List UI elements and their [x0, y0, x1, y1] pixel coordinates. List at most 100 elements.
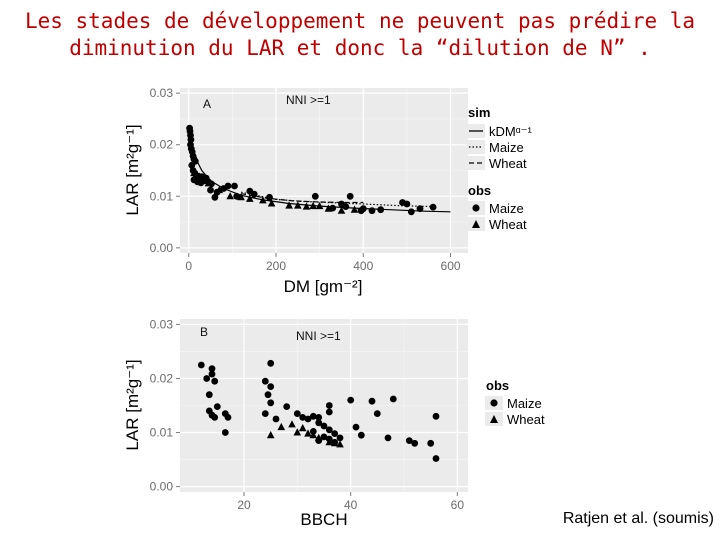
data-point-maize — [188, 161, 196, 169]
data-point-wheat — [246, 194, 254, 202]
legend-sim-label-wheat: Wheat — [489, 156, 527, 171]
data-point-maize — [205, 391, 213, 399]
data-point-maize — [213, 403, 221, 410]
data-point-maize — [320, 422, 328, 430]
y-tick-label: 0.00 — [150, 241, 174, 255]
data-point-maize — [211, 193, 219, 201]
data-point-maize — [389, 395, 397, 403]
data-point-maize — [304, 415, 312, 423]
data-point-maize — [211, 414, 219, 421]
data-point-wheat — [330, 439, 339, 447]
data-point-maize — [266, 193, 273, 201]
data-point-wheat — [315, 201, 324, 210]
data-point-maize — [342, 203, 350, 211]
data-point-maize — [357, 431, 365, 439]
data-point-maize — [261, 410, 269, 417]
data-point-wheat — [259, 196, 267, 204]
data-point-wheat — [309, 431, 318, 439]
panel-label-b: B — [200, 325, 208, 339]
data-point-maize — [373, 410, 381, 417]
data-point-maize — [331, 430, 339, 437]
data-point-maize — [187, 136, 195, 144]
data-point-wheat — [195, 172, 204, 180]
data-point-maize — [208, 370, 216, 378]
curve-dashed — [240, 193, 364, 204]
data-point-wheat — [304, 429, 312, 437]
annotation-a: NNI >=1 — [286, 93, 331, 107]
y-axis-label-a: LAR [m²g⁻¹] — [123, 124, 142, 215]
data-point-wheat — [288, 420, 296, 428]
y-tick-label: 0.00 — [150, 480, 174, 494]
x-tick-label: 20 — [237, 498, 251, 512]
data-point-wheat — [325, 438, 334, 446]
y-tick-label: 0.01 — [150, 426, 174, 440]
data-point-maize — [272, 415, 280, 423]
data-point-maize — [416, 205, 424, 213]
data-point-maize — [224, 182, 232, 190]
data-point-wheat — [337, 206, 346, 214]
data-point-maize — [309, 412, 317, 420]
data-point-wheat — [277, 422, 286, 431]
chart-panel-a: 0 200 400 600 0.00 0.01 0.02 0.03 A NNI >=1 DM … — [123, 86, 532, 296]
data-point-maize — [432, 412, 440, 420]
data-point-maize — [359, 205, 367, 213]
data-point-maize — [267, 399, 275, 407]
legend-obs-b-label-maize: Maize — [507, 396, 542, 411]
data-point-maize — [427, 439, 435, 447]
data-point-wheat — [190, 168, 198, 177]
legend-obs-b-label-wheat: Wheat — [507, 412, 545, 427]
data-point-wheat — [204, 179, 213, 187]
y-tick-label: 0.01 — [150, 189, 174, 203]
data-point-wheat — [293, 428, 302, 436]
data-point-maize — [407, 208, 415, 216]
data-point-maize — [325, 402, 333, 409]
tick-labels-b: 20 40 60 0.00 0.01 0.02 0.03 — [150, 317, 465, 512]
data-point-wheat — [226, 192, 234, 200]
data-point-maize — [352, 423, 360, 431]
data-point-maize — [377, 206, 385, 214]
data-point-maize — [203, 375, 211, 382]
data-point-maize — [250, 190, 258, 198]
data-point-wheat — [215, 185, 224, 194]
slide-title-line-2: diminution du LAR et donc la “dilution d… — [69, 36, 651, 60]
data-point-maize — [429, 203, 437, 211]
data-point-maize — [346, 192, 354, 200]
data-point-maize — [283, 403, 291, 410]
y-tick-label: 0.02 — [150, 371, 174, 385]
annotation-b: NNI >=1 — [296, 329, 341, 343]
legend-circle-marker-a — [472, 204, 480, 212]
data-point-maize — [368, 397, 376, 405]
data-points-b — [197, 359, 440, 462]
data-point-maize — [299, 414, 307, 421]
data-point-maize — [325, 426, 333, 434]
data-point-maize — [336, 434, 344, 442]
data-point-maize — [368, 207, 376, 215]
x-axis-label-a: DM [gm⁻²] — [284, 277, 363, 296]
data-point-maize — [315, 414, 323, 421]
data-point-maize — [221, 429, 229, 436]
data-point-maize — [311, 192, 319, 200]
data-point-maize — [325, 408, 333, 416]
data-point-maize — [405, 437, 413, 444]
data-point-maize — [264, 391, 272, 399]
legend-obs-a: obs Maize Wheat — [467, 183, 527, 232]
data-point-maize — [197, 361, 205, 369]
legend-obs-a-label-maize: Maize — [489, 201, 524, 216]
legend-obs-b-title: obs — [486, 378, 509, 393]
x-tick-label: 0 — [185, 259, 192, 273]
y-tick-label: 0.03 — [150, 86, 174, 100]
gridlines-b — [180, 319, 468, 492]
legend-obs-a-label-wheat: Wheat — [489, 217, 527, 232]
data-point-maize — [320, 433, 328, 441]
data-points-a — [186, 124, 437, 216]
data-point-maize — [211, 377, 219, 385]
data-point-maize — [233, 192, 241, 200]
legend-triangle-marker-b — [490, 415, 498, 423]
y-tick-label: 0.02 — [150, 138, 174, 152]
data-point-wheat — [314, 433, 323, 441]
data-point-wheat — [324, 204, 333, 212]
x-tick-label: 60 — [451, 498, 465, 512]
data-point-maize — [293, 410, 301, 417]
data-point-maize — [315, 419, 323, 427]
